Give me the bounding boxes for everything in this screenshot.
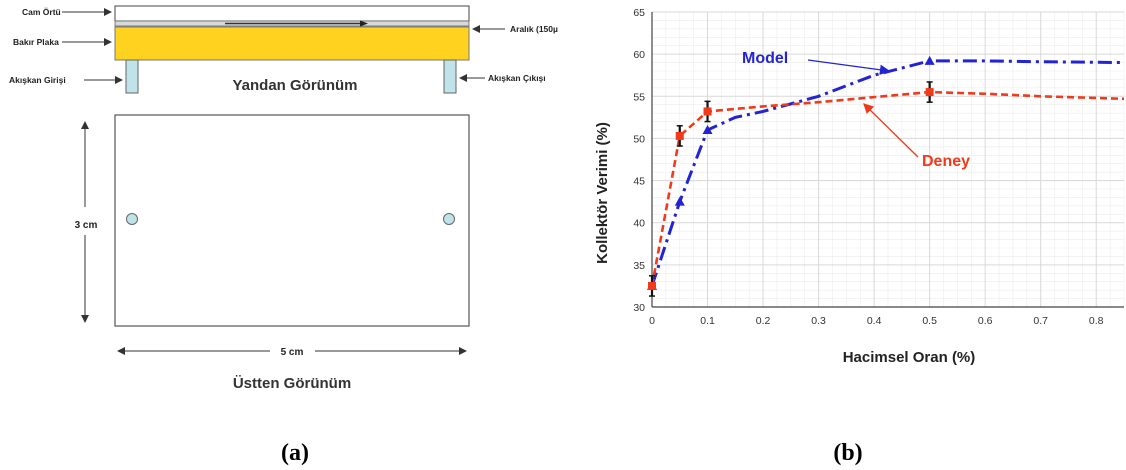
height-dimension-label: 3 cm <box>75 220 98 231</box>
inlet-tube <box>125 59 139 94</box>
panel-b-chart: 0 0.1 0.2 0.3 0.4 0.5 0.6 0.7 0.8 30 35 40 45 50 55 60 6… <box>594 7 1125 366</box>
y-tick-label: 55 <box>633 91 645 103</box>
model-series-line <box>650 59 1125 287</box>
chart-grid <box>651 11 1125 308</box>
label-gap: Aralık (150µ <box>510 24 558 34</box>
x-tick-label: 0 <box>649 315 655 327</box>
width-dimension-label: 5 cm <box>281 347 304 358</box>
x-tick-label: 0.2 <box>756 315 771 327</box>
model-annotation-arrow <box>807 59 891 75</box>
model-marker <box>674 196 685 206</box>
y-tick-label: 30 <box>633 302 645 314</box>
x-tick-label: 0.5 <box>922 315 937 327</box>
x-tick-label: 0.6 <box>978 315 993 327</box>
copper-plate <box>114 26 470 61</box>
top-view-plate <box>114 114 470 327</box>
deney-marker <box>925 88 934 97</box>
outlet-port <box>443 213 455 225</box>
deney-marker <box>703 107 712 116</box>
deney-series-line <box>650 90 1125 287</box>
deney-annotation-arrow <box>863 103 919 158</box>
y-tick-label: 35 <box>633 260 645 272</box>
y-tick-label: 65 <box>633 7 645 19</box>
top-view-title: Üstten Görünüm <box>233 375 351 392</box>
model-annotation: Model <box>742 50 788 67</box>
panel-a-diagram: Cam Örtü Bakır Plaka Akışkan Girişi Aral… <box>9 5 558 392</box>
caption-a: (a) <box>281 440 309 466</box>
deney-marker <box>675 131 684 140</box>
side-view-title: Yandan Görünüm <box>232 77 357 94</box>
chart-ticks: 0 0.1 0.2 0.3 0.4 0.5 0.6 0.7 0.8 30 35 40 45 50 55 60 6… <box>633 7 1103 327</box>
x-tick-label: 0.1 <box>700 315 715 327</box>
deney-annotation: Deney <box>922 153 970 170</box>
label-inlet: Akışkan Girişi <box>9 75 66 85</box>
deney-marker <box>648 281 656 290</box>
y-tick-label: 50 <box>633 133 645 145</box>
label-outlet: Akışkan Çıkışı <box>488 73 546 83</box>
model-marker <box>924 55 935 65</box>
inlet-port <box>126 213 138 225</box>
y-tick-label: 45 <box>633 176 645 188</box>
x-tick-label: 0.4 <box>867 315 882 327</box>
model-marker <box>702 125 713 134</box>
x-tick-label: 0.8 <box>1089 315 1104 327</box>
chart-ylabel: Kollektör Verimi (%) <box>594 122 611 264</box>
label-copper-plate: Bakır Plaka <box>13 37 59 47</box>
chart-axes <box>651 12 1124 308</box>
x-tick-label: 0.7 <box>1033 315 1048 327</box>
caption-b: (b) <box>833 440 862 466</box>
chart-xlabel: Hacimsel Oran (%) <box>843 349 976 366</box>
chart-series <box>647 55 1125 297</box>
x-tick-label: 0.3 <box>811 315 826 327</box>
outlet-tube <box>443 59 457 94</box>
y-tick-label: 60 <box>633 49 645 61</box>
glass-cover <box>114 5 470 22</box>
y-tick-label: 40 <box>633 218 645 230</box>
label-glass-cover: Cam Örtü <box>22 7 61 17</box>
